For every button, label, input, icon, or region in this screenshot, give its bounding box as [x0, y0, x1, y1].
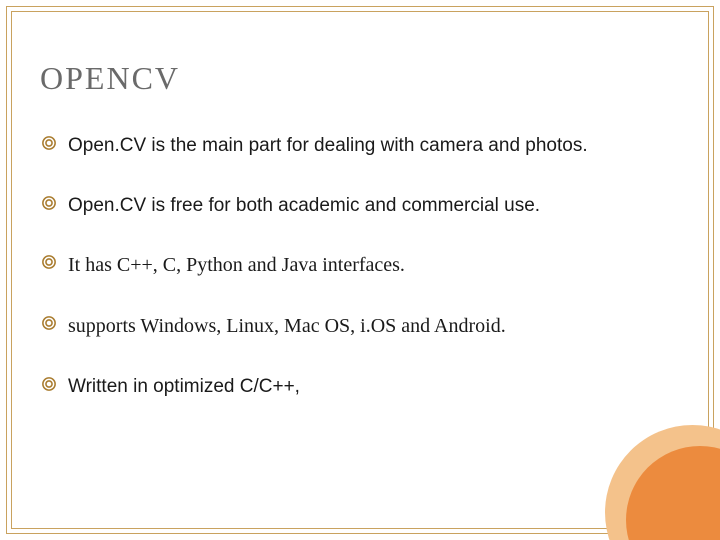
list-item: supports Windows, Linux, Mac OS, i.OS an… — [40, 313, 670, 340]
list-item-text: supports Windows, Linux, Mac OS, i.OS an… — [68, 315, 506, 337]
slide: OPENCV Open.CV is the main part for deal… — [0, 0, 720, 540]
list-item: It has C++, C, Python and Java interface… — [40, 252, 670, 279]
bullet-marker-icon — [42, 377, 56, 391]
list-item-text: Written in optimized C/C++, — [68, 376, 300, 397]
corner-accent-inner — [626, 446, 720, 540]
bullet-marker-icon — [42, 316, 56, 330]
list-item: Open.CV is the main part for dealing wit… — [40, 133, 670, 159]
corner-accent — [600, 420, 720, 540]
corner-accent-outer — [605, 425, 720, 540]
bullet-marker-icon — [42, 196, 56, 210]
bullet-marker-icon — [42, 136, 56, 150]
slide-title: OPENCV — [40, 60, 670, 97]
list-item-text: Open.CV is free for both academic and co… — [68, 195, 540, 216]
bullet-marker-icon — [42, 255, 56, 269]
list-item-text: Open.CV is the main part for dealing wit… — [68, 135, 588, 156]
list-item: Written in optimized C/C++, — [40, 374, 670, 400]
list-item-text: It has C++, C, Python and Java interface… — [68, 254, 405, 276]
bullet-list: Open.CV is the main part for dealing wit… — [40, 133, 670, 400]
list-item: Open.CV is free for both academic and co… — [40, 193, 670, 219]
